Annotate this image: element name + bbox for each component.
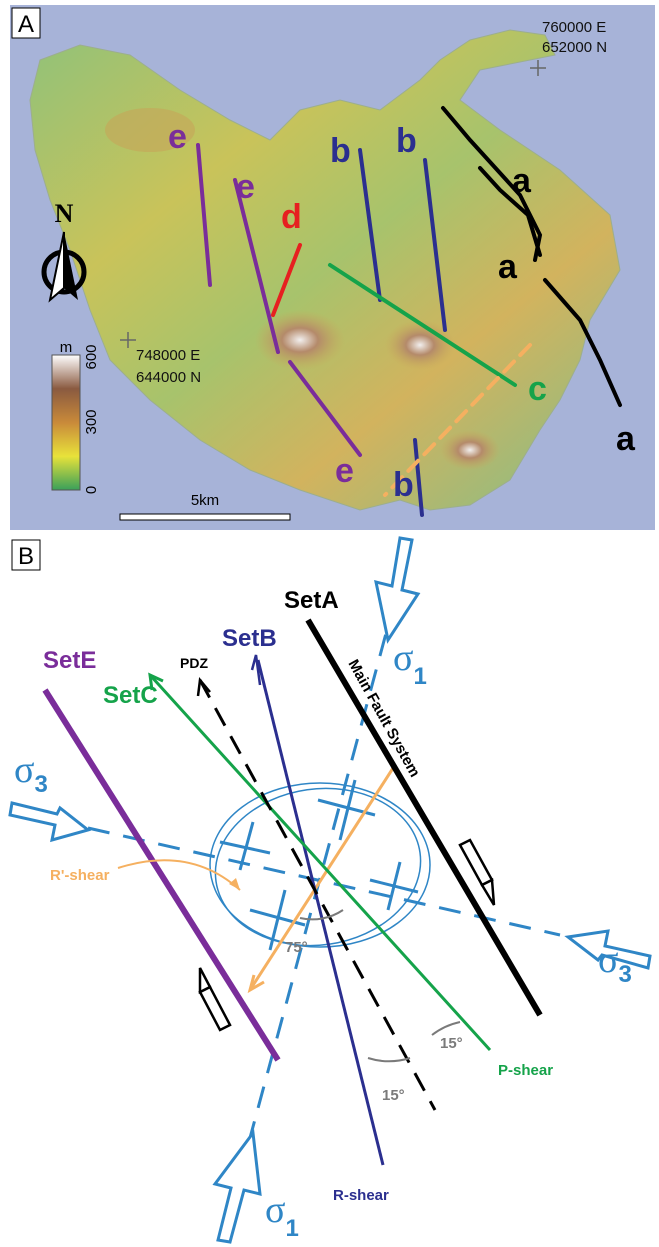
- p-shear-label: P-shear: [498, 1062, 553, 1079]
- sigma-label: σ1: [393, 637, 427, 690]
- pdz-label: PDZ: [180, 655, 208, 671]
- peak: [440, 430, 500, 470]
- legend-tick: 0: [83, 486, 100, 494]
- half-arrow: [460, 840, 492, 885]
- panel-label: A: [18, 11, 34, 38]
- sigma-symbol: σ: [598, 939, 618, 981]
- legend-tick: 300: [83, 409, 100, 434]
- fault-label: b: [396, 122, 417, 160]
- angle-arc: [432, 1022, 460, 1035]
- pointer: [118, 860, 240, 890]
- legend-tick: 600: [83, 344, 100, 369]
- strain-ellipse: [210, 783, 430, 947]
- fault-label: a: [512, 162, 532, 200]
- angle-label: 75°: [285, 939, 308, 956]
- sigma-label: σ3: [598, 939, 632, 988]
- half-arrow: [482, 880, 494, 905]
- angle-arc: [368, 1058, 410, 1061]
- northing: 644000 N: [136, 369, 201, 386]
- sigma-label: σ1: [265, 1189, 299, 1242]
- scale-rect: [120, 514, 290, 520]
- sigma3-arrow: [10, 803, 88, 840]
- fault-label: e: [335, 452, 354, 490]
- angle-label: 15°: [440, 1035, 463, 1052]
- fault-label: b: [393, 466, 414, 504]
- set-label: SetE: [43, 647, 96, 674]
- panel-a: e e e d b b b c a a a 760000 E 652000 N …: [10, 5, 655, 530]
- color-bar: [52, 355, 80, 490]
- unit: m: [60, 339, 73, 356]
- angle-label: 15°: [382, 1087, 405, 1104]
- sigma-subscript: 3: [34, 771, 47, 798]
- fault-label: a: [498, 248, 518, 286]
- half-arrow: [252, 655, 260, 685]
- set-label: SetB: [222, 625, 277, 652]
- sigma-symbol: σ: [265, 1189, 285, 1231]
- fault-label: c: [528, 370, 547, 408]
- r-shear-label: R-shear: [333, 1187, 389, 1204]
- easting: 748000 E: [136, 347, 200, 364]
- sigma-subscript: 3: [618, 961, 631, 988]
- northing: 652000 N: [542, 39, 607, 56]
- sigma-subscript: 1: [413, 663, 426, 690]
- sigma-symbol: σ: [14, 749, 34, 791]
- sigma1-arrow: [215, 1133, 260, 1242]
- set-label: SetC: [103, 682, 158, 709]
- panel-label: B: [18, 543, 34, 570]
- fault-label: e: [168, 118, 187, 156]
- sigma-subscript: 1: [285, 1215, 298, 1242]
- panel-b: B: [10, 538, 650, 1242]
- fault-label: e: [236, 168, 255, 206]
- r-prime-label: R'-shear: [50, 867, 110, 884]
- figure: e e e d b b b c a a a 760000 E 652000 N …: [0, 0, 659, 1247]
- sigma-symbol: σ: [393, 637, 413, 679]
- pointer-head: [229, 878, 240, 890]
- north-label: N: [55, 199, 74, 228]
- half-arrow: [200, 987, 230, 1030]
- strain-ellipse: [205, 775, 431, 958]
- half-arrow: [200, 968, 210, 992]
- fault-label: a: [616, 420, 636, 458]
- sigma1-arrow: [376, 538, 418, 640]
- r-prime-line: [250, 765, 395, 990]
- scale-label: 5km: [191, 492, 219, 509]
- set-label: SetA: [284, 587, 339, 614]
- sigma-label: σ3: [14, 749, 48, 798]
- fault-label: d: [281, 198, 302, 236]
- easting: 760000 E: [542, 19, 606, 36]
- fault-label: b: [330, 132, 351, 170]
